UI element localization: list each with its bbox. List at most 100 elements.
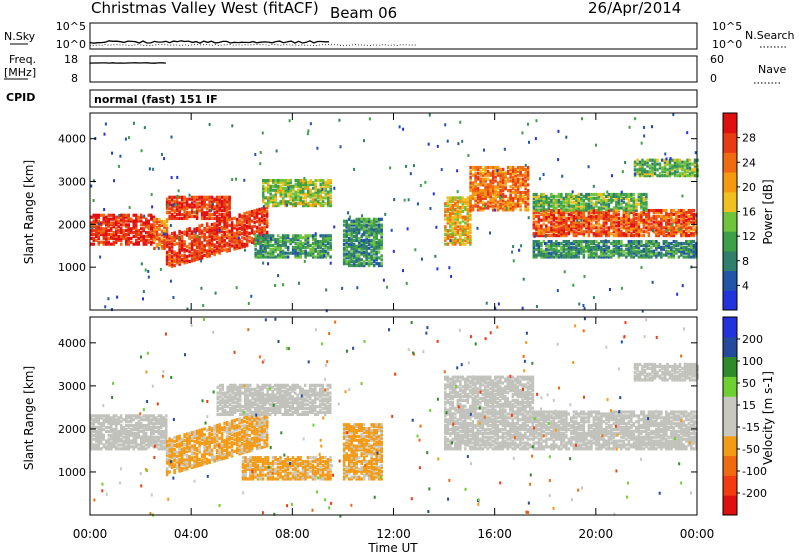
range-cell bbox=[294, 236, 297, 240]
range-cell bbox=[314, 184, 317, 188]
range-cell bbox=[532, 243, 536, 248]
range-cell bbox=[115, 441, 118, 445]
range-cell bbox=[110, 445, 113, 449]
range-cell bbox=[276, 188, 280, 192]
range-cell bbox=[585, 249, 588, 253]
range-cell bbox=[692, 249, 696, 253]
range-cell bbox=[168, 257, 171, 261]
range-cell bbox=[675, 214, 678, 218]
range-cell bbox=[617, 245, 621, 249]
range-cell bbox=[119, 154, 122, 158]
range-cell bbox=[142, 439, 145, 443]
range-cell bbox=[537, 228, 541, 232]
range-cell bbox=[590, 200, 593, 204]
range-cell bbox=[271, 247, 275, 251]
range-cell bbox=[115, 221, 118, 225]
range-cell bbox=[501, 171, 505, 175]
range-cell bbox=[590, 228, 593, 232]
range-cell bbox=[567, 251, 571, 255]
range-cell bbox=[673, 172, 677, 176]
range-cell bbox=[265, 213, 269, 217]
range-cell bbox=[602, 204, 606, 208]
range-cell bbox=[542, 255, 546, 259]
range-cell bbox=[673, 170, 677, 174]
range-cell bbox=[125, 427, 128, 432]
range-cell bbox=[170, 209, 174, 213]
range-cell bbox=[555, 210, 558, 215]
range-cell bbox=[595, 233, 598, 238]
range-cell bbox=[680, 214, 683, 218]
range-cell bbox=[635, 216, 638, 220]
range-cell bbox=[140, 425, 143, 430]
range-cell bbox=[147, 443, 150, 447]
range-cell bbox=[294, 247, 297, 251]
range-cell bbox=[691, 162, 694, 166]
range-cell bbox=[632, 230, 636, 234]
range-cell bbox=[157, 439, 160, 443]
range-cell bbox=[208, 240, 211, 245]
range-cell bbox=[466, 219, 470, 223]
range-cell bbox=[100, 425, 103, 430]
range-cell bbox=[135, 433, 138, 437]
range-cell bbox=[603, 249, 606, 253]
range-cell bbox=[309, 178, 312, 183]
range-cell bbox=[687, 247, 691, 251]
range-cell bbox=[173, 264, 176, 268]
range-cell bbox=[444, 217, 447, 221]
range-cell bbox=[676, 158, 679, 162]
range-cell bbox=[670, 212, 673, 216]
range-cell bbox=[496, 194, 500, 199]
range-cell bbox=[597, 245, 601, 249]
range-cell bbox=[635, 226, 638, 230]
range-cell bbox=[276, 186, 280, 190]
range-cell bbox=[168, 195, 171, 199]
range-cell bbox=[489, 185, 492, 189]
range-cell bbox=[461, 139, 464, 143]
range-cell bbox=[466, 198, 470, 202]
range-cell bbox=[158, 241, 161, 245]
range-cell bbox=[220, 201, 224, 205]
range-cell bbox=[309, 192, 312, 196]
range-cell bbox=[655, 226, 658, 230]
range-cell bbox=[248, 216, 251, 220]
range-cell bbox=[572, 220, 576, 224]
range-cell bbox=[661, 168, 664, 172]
range-cell bbox=[248, 231, 251, 235]
range-cell bbox=[105, 238, 108, 242]
range-cell bbox=[110, 420, 113, 424]
range-cell bbox=[289, 194, 292, 198]
range-cell bbox=[152, 427, 155, 432]
range-cell bbox=[261, 234, 265, 238]
range-cell bbox=[469, 175, 472, 179]
range-cell bbox=[140, 439, 143, 443]
range-cell bbox=[686, 162, 689, 166]
range-cell bbox=[446, 202, 450, 206]
range-cell bbox=[580, 230, 583, 234]
range-cell bbox=[286, 239, 290, 244]
range-cell bbox=[605, 204, 608, 208]
range-cell bbox=[347, 227, 351, 231]
range-cell bbox=[254, 251, 257, 255]
range-cell bbox=[301, 243, 305, 248]
range-cell bbox=[367, 217, 371, 221]
range-cell bbox=[511, 200, 515, 204]
range-cell bbox=[565, 241, 568, 246]
range-cell bbox=[147, 275, 150, 279]
range-cell bbox=[254, 239, 257, 244]
range-cell bbox=[647, 214, 651, 218]
range-cell bbox=[180, 231, 184, 235]
range-cell bbox=[178, 254, 181, 259]
range-cell bbox=[585, 194, 588, 199]
range-cell bbox=[647, 251, 651, 255]
range-cell bbox=[321, 238, 325, 242]
range-cell bbox=[345, 238, 348, 243]
range-cell bbox=[451, 200, 455, 204]
range-cell bbox=[575, 210, 578, 215]
range-cell bbox=[516, 181, 520, 185]
range-cell bbox=[188, 242, 191, 246]
range-cell bbox=[662, 218, 666, 222]
range-cell bbox=[266, 239, 270, 244]
range-cell bbox=[208, 246, 211, 250]
range-cell bbox=[198, 239, 201, 243]
range-cell bbox=[667, 222, 671, 226]
